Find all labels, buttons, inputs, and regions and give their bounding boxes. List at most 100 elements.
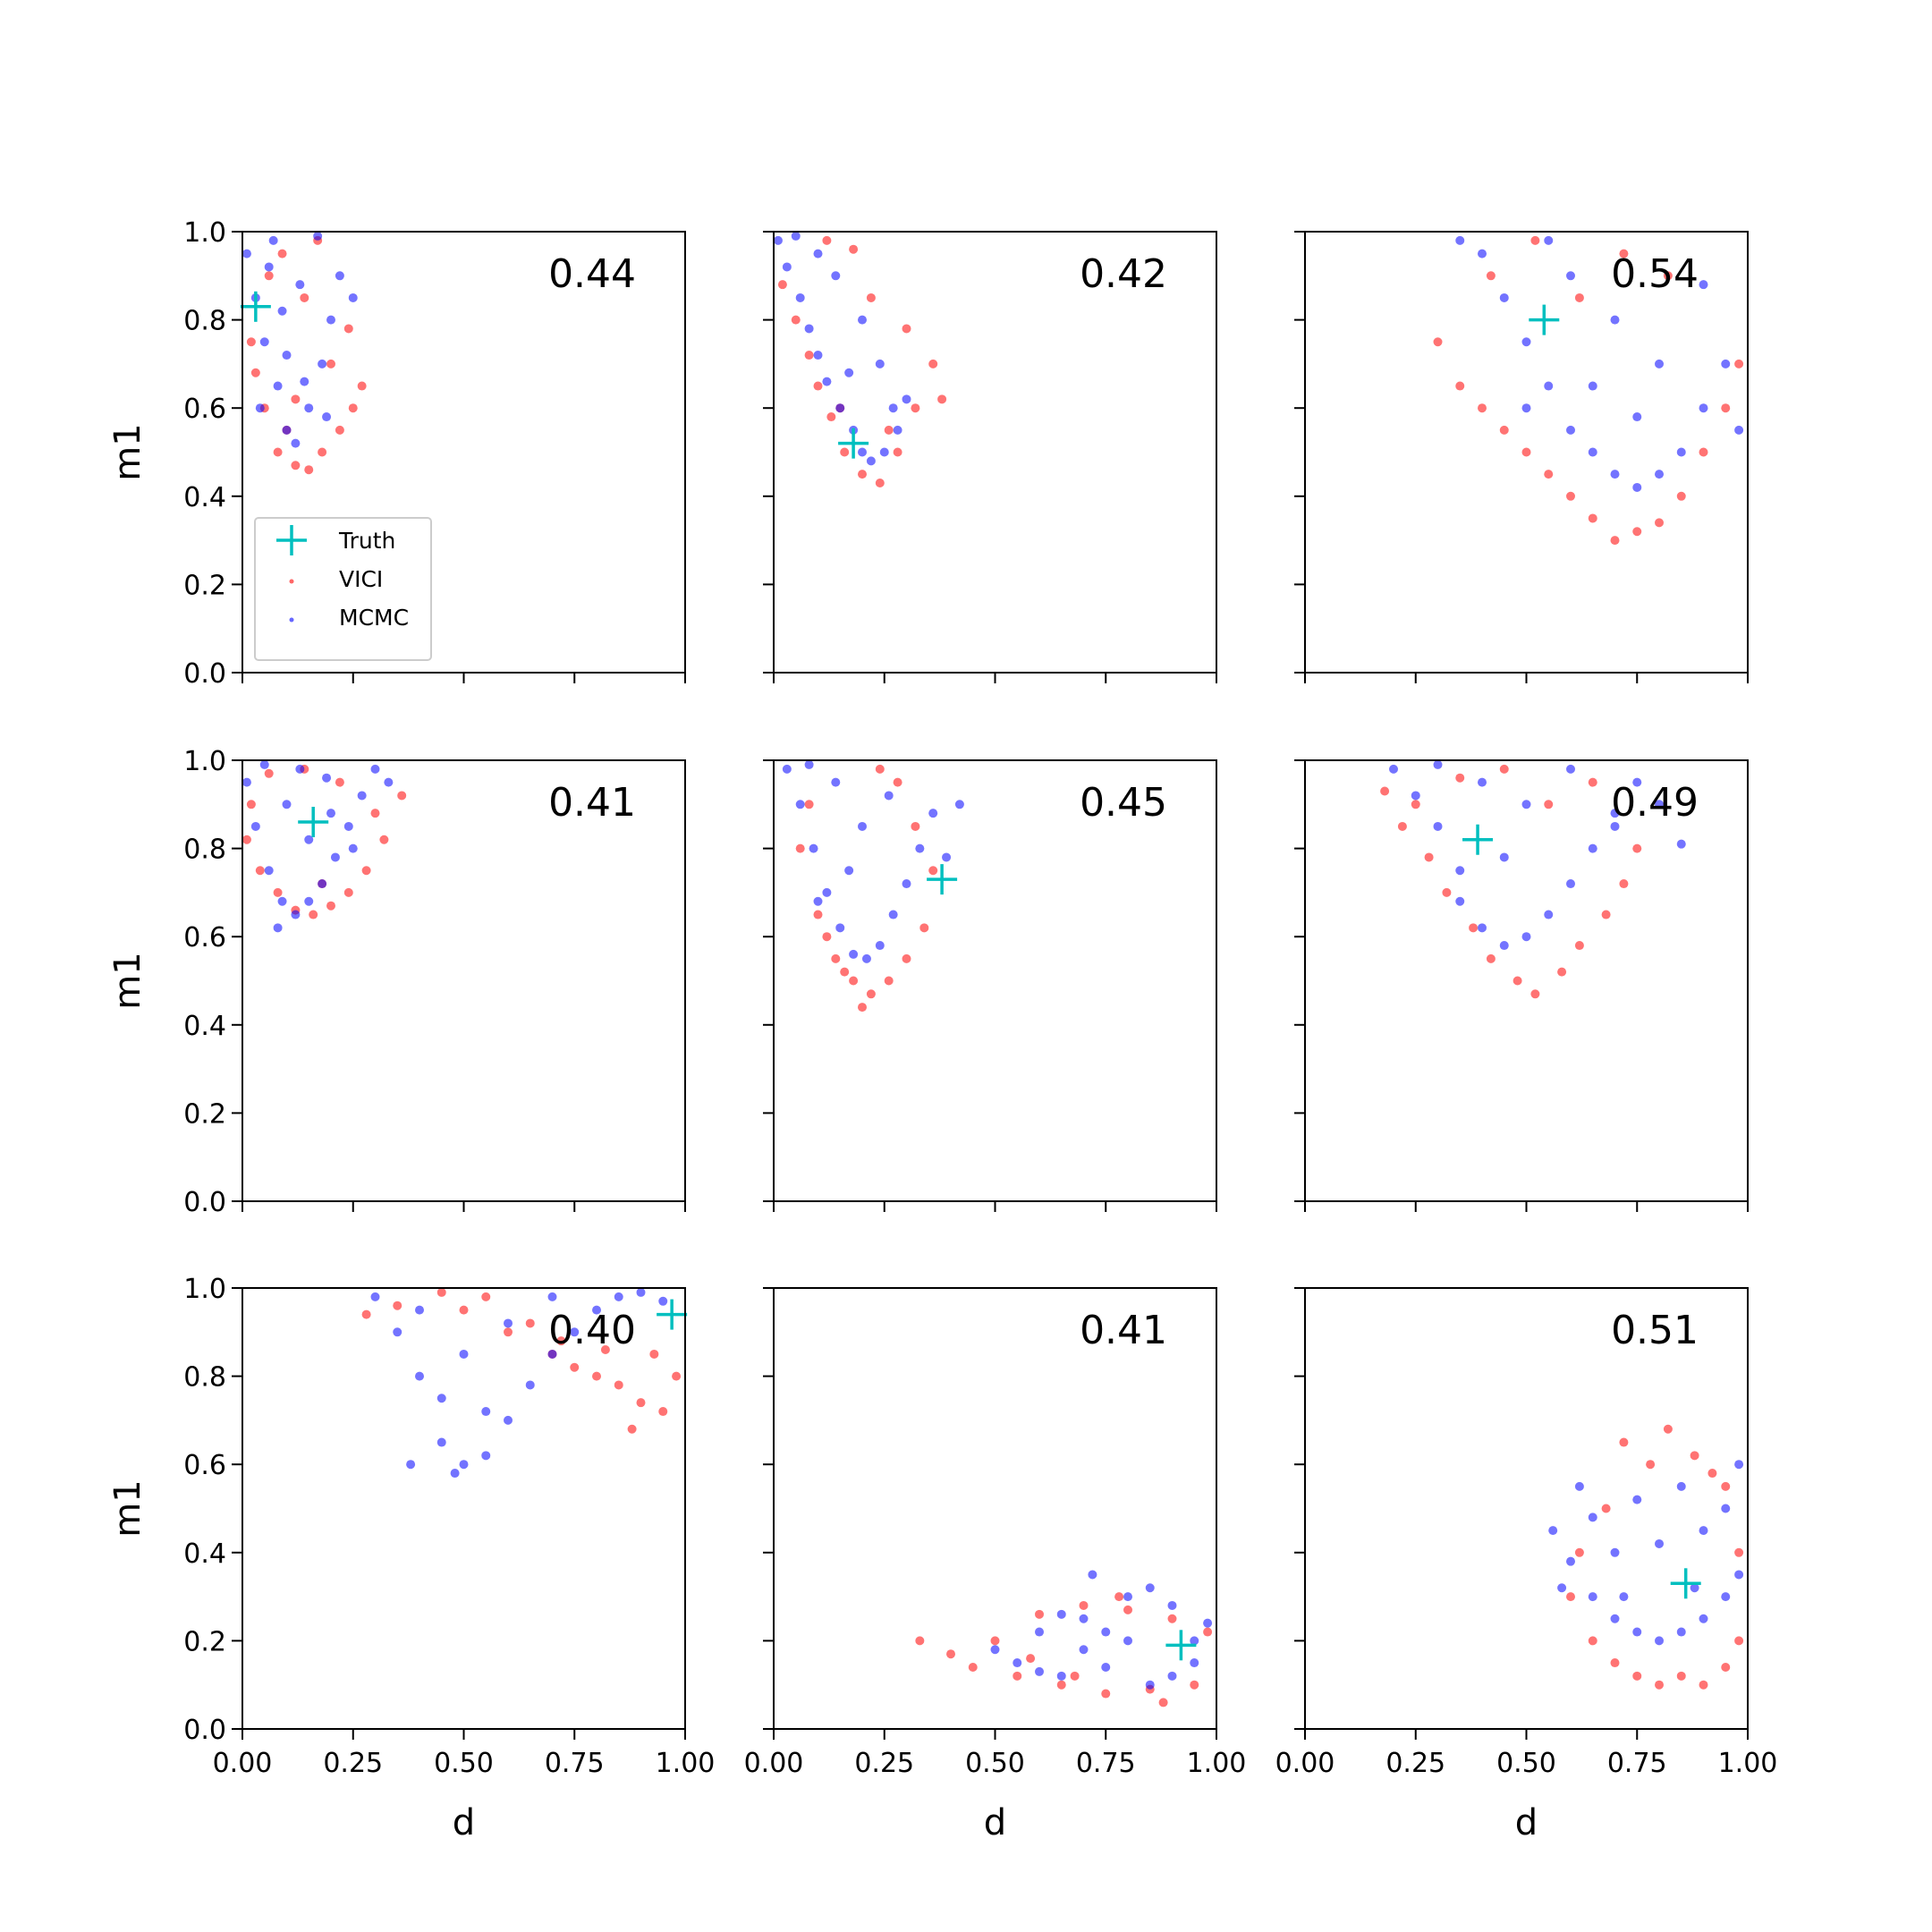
sample-point (1145, 1680, 1155, 1690)
y-tick-label: 0.2 (183, 570, 226, 601)
sample-point (1521, 403, 1531, 413)
sample-point (1424, 852, 1434, 862)
sample-point (1632, 1671, 1642, 1681)
sample-point (1588, 513, 1597, 523)
sample-point (1619, 249, 1629, 258)
sample-point (1734, 425, 1744, 435)
sample-point (1588, 1513, 1597, 1522)
sample-point (357, 791, 367, 801)
truth-marker (657, 1299, 688, 1330)
y-tick-label: 0.6 (183, 922, 226, 953)
sample-point (1499, 292, 1509, 302)
sample-point (1513, 976, 1522, 986)
sample-point (1079, 1614, 1089, 1623)
sample-point (1676, 839, 1686, 849)
sample-point (866, 292, 876, 302)
sample-point (1699, 280, 1708, 290)
sample-point (277, 249, 287, 258)
sample-point (264, 271, 274, 281)
sample-point (1676, 1481, 1686, 1491)
x-tick-label: 0.00 (1275, 1748, 1335, 1779)
sample-point (361, 1309, 371, 1319)
sample-point (1486, 953, 1496, 963)
legend-marker (289, 617, 294, 623)
y-tick-label: 0.8 (183, 306, 226, 337)
sample-point (614, 1380, 623, 1390)
panel: 0.49 (1294, 759, 1749, 1212)
sample-point (1619, 1592, 1629, 1602)
y-tick-label: 0.2 (183, 1626, 226, 1657)
points (782, 760, 964, 1013)
x-tick-label: 0.75 (1076, 1748, 1136, 1779)
sample-point (1455, 866, 1465, 876)
sample-point (1544, 800, 1554, 809)
truth-marker (1529, 304, 1560, 335)
sample-point (268, 235, 278, 245)
sample-point (436, 1288, 446, 1297)
sample-point (246, 337, 256, 347)
sample-point (1699, 1614, 1708, 1623)
sample-point (1610, 1614, 1620, 1623)
sample-point (304, 835, 314, 844)
sample-point (1646, 1460, 1656, 1470)
legend-box (254, 517, 432, 661)
legend-label: VICI (339, 566, 383, 592)
sample-point (1588, 447, 1597, 457)
sample-point (459, 1460, 469, 1470)
sample-point (264, 866, 274, 876)
x-tick-label: 0.00 (744, 1748, 804, 1779)
sample-point (866, 989, 876, 999)
sample-point (348, 292, 358, 302)
panel: 0.00 0.25 0.50 0.75 1.00 d 0.51 (1275, 1287, 1777, 1843)
truth-marker (298, 807, 329, 838)
sample-point (273, 923, 283, 933)
sample-point (1632, 412, 1642, 422)
sample-point (1521, 932, 1531, 942)
sample-point (1455, 235, 1465, 245)
panel: 0.42 (763, 231, 1217, 683)
sample-point (858, 821, 867, 831)
sample-point (1158, 1698, 1168, 1707)
sample-point (835, 403, 845, 413)
y-tick-label: 1.0 (183, 217, 226, 249)
sample-point (875, 479, 885, 488)
annotation: 0.49 (1611, 780, 1699, 826)
sample-point (1610, 821, 1620, 831)
sample-point (875, 764, 885, 774)
sample-point (1721, 359, 1731, 369)
sample-point (326, 901, 335, 911)
truth-marker (927, 864, 958, 895)
sample-point (822, 377, 832, 386)
sample-point (282, 425, 292, 435)
sample-point (911, 403, 920, 413)
sample-point (928, 809, 938, 818)
points (1380, 760, 1686, 999)
sample-point (1619, 1437, 1629, 1447)
sample-point (1521, 447, 1531, 457)
y-axis-label: m1 (107, 1479, 148, 1537)
sample-point (295, 280, 305, 290)
sample-point (393, 1327, 402, 1337)
truth-marker (1462, 824, 1494, 855)
sample-point (1070, 1671, 1080, 1681)
points (361, 1288, 682, 1479)
sample-point (379, 835, 389, 844)
sample-point (1056, 1671, 1066, 1681)
x-axis-label: d (453, 1802, 475, 1843)
sample-point (1699, 1526, 1708, 1536)
sample-point (826, 412, 836, 422)
sample-point (1676, 1627, 1686, 1637)
sample-point (504, 1327, 513, 1337)
sample-point (774, 235, 783, 245)
sample-point (326, 359, 335, 369)
sample-point (1690, 1451, 1699, 1461)
sample-point (1721, 1504, 1731, 1513)
sample-point (849, 976, 859, 986)
sample-point (1676, 491, 1686, 501)
sample-point (804, 324, 814, 334)
sample-point (1566, 1556, 1575, 1566)
y-axis-label: m1 (107, 952, 148, 1009)
sample-point (250, 821, 260, 831)
sample-point (436, 1394, 446, 1403)
sample-point (1566, 1592, 1575, 1602)
